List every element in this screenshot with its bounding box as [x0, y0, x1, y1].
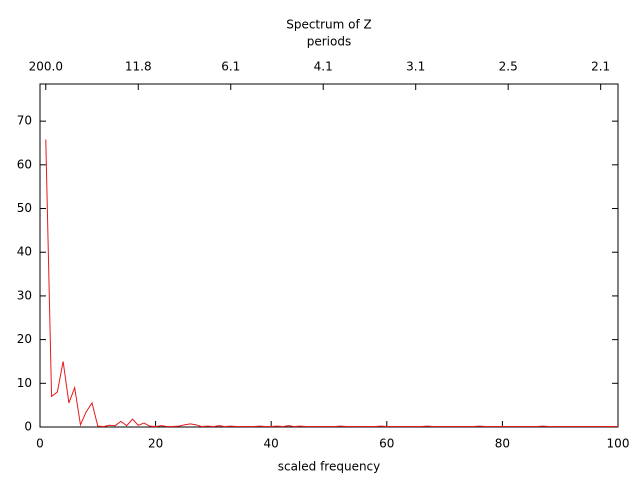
- x2-tick-label: 2.1: [591, 60, 610, 74]
- chart-title: Spectrum of Z: [286, 18, 372, 32]
- x2-tick-label: 3.1: [406, 60, 425, 74]
- x-tick-label: 0: [36, 437, 44, 451]
- x2-tick-label: 4.1: [314, 60, 333, 74]
- x2-tick-label: 200.0: [29, 60, 63, 74]
- x2-tick-label: 11.8: [125, 60, 152, 74]
- x2-tick-label: 6.1: [221, 60, 240, 74]
- x-tick-label: 20: [148, 437, 163, 451]
- x-tick-label: 100: [607, 437, 630, 451]
- y-tick-label: 30: [17, 288, 32, 302]
- x-tick-label: 40: [264, 437, 279, 451]
- x-axis-label: scaled frequency: [278, 460, 381, 474]
- x-tick-label: 60: [379, 437, 394, 451]
- data-line: [45, 139, 618, 428]
- x-tick-label: 80: [495, 437, 510, 451]
- x2-axis-label: periods: [307, 35, 351, 49]
- x2-tick-label: 2.5: [499, 60, 518, 74]
- y-tick-label: 70: [17, 114, 32, 128]
- y-tick-label: 60: [17, 157, 32, 171]
- y-tick-label: 0: [24, 420, 32, 434]
- y-tick-label: 20: [17, 332, 32, 346]
- y-tick-label: 50: [17, 201, 32, 215]
- plot-frame: [39, 83, 619, 428]
- y-tick-label: 40: [17, 245, 32, 259]
- y-tick-label: 10: [17, 376, 32, 390]
